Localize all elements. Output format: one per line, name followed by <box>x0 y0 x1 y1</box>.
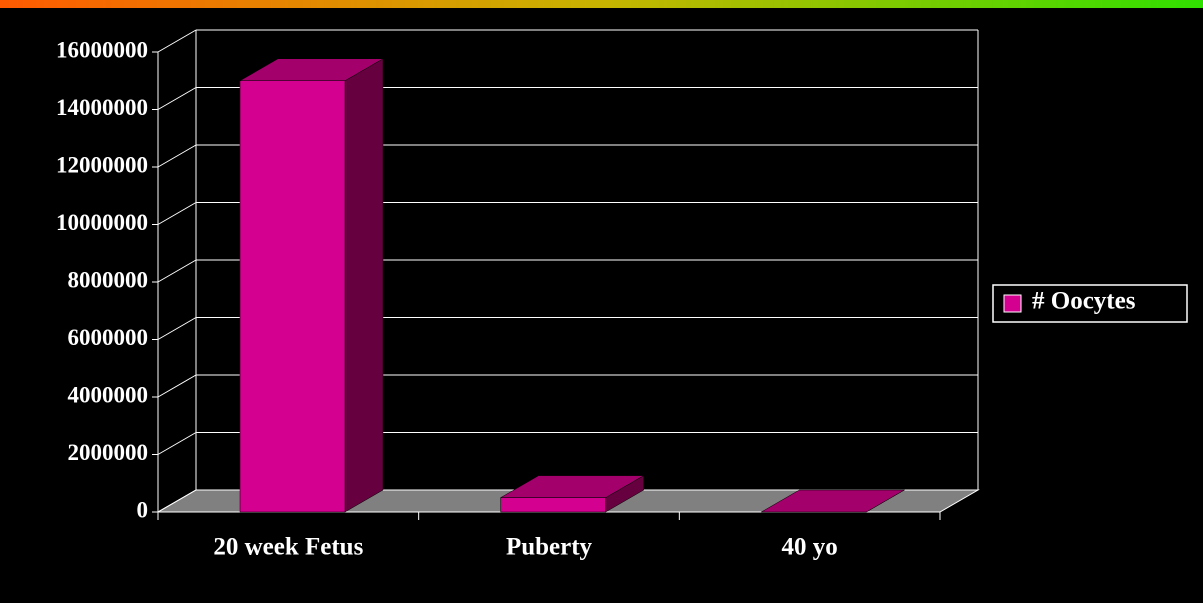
grid-line <box>157 489 197 513</box>
y-tick-label: 2000000 <box>68 440 149 465</box>
bar-top <box>760 489 906 513</box>
y-tick-label: 10000000 <box>56 210 148 235</box>
y-tick-label: 6000000 <box>68 325 149 350</box>
x-tick-label: 20 week Fetus <box>213 534 363 561</box>
legend-swatch <box>1003 294 1022 313</box>
grid-line <box>157 374 197 398</box>
grid-line <box>157 87 197 110</box>
y-tick-label: 4000000 <box>68 382 149 407</box>
grid-line <box>157 29 197 53</box>
top-banner <box>0 0 1203 8</box>
x-tick-label: 40 yo <box>782 534 838 561</box>
legend-label: # Oocytes <box>1032 288 1136 315</box>
y-tick-label: 16000000 <box>56 37 148 62</box>
legend-box <box>992 284 1188 323</box>
grid-line <box>157 259 197 283</box>
y-tick-label: 12000000 <box>56 152 148 177</box>
grid-line <box>157 202 197 225</box>
y-tick-label: 14000000 <box>56 95 148 120</box>
bar <box>500 497 606 513</box>
y-tick-label: 8000000 <box>68 267 149 292</box>
grid-line <box>157 144 197 168</box>
bar-side <box>344 58 384 513</box>
grid-line <box>157 432 197 455</box>
y-tick-label: 0 <box>137 497 149 522</box>
x-tick-label: Puberty <box>506 534 593 561</box>
grid-line <box>157 317 197 340</box>
bar <box>239 80 346 513</box>
